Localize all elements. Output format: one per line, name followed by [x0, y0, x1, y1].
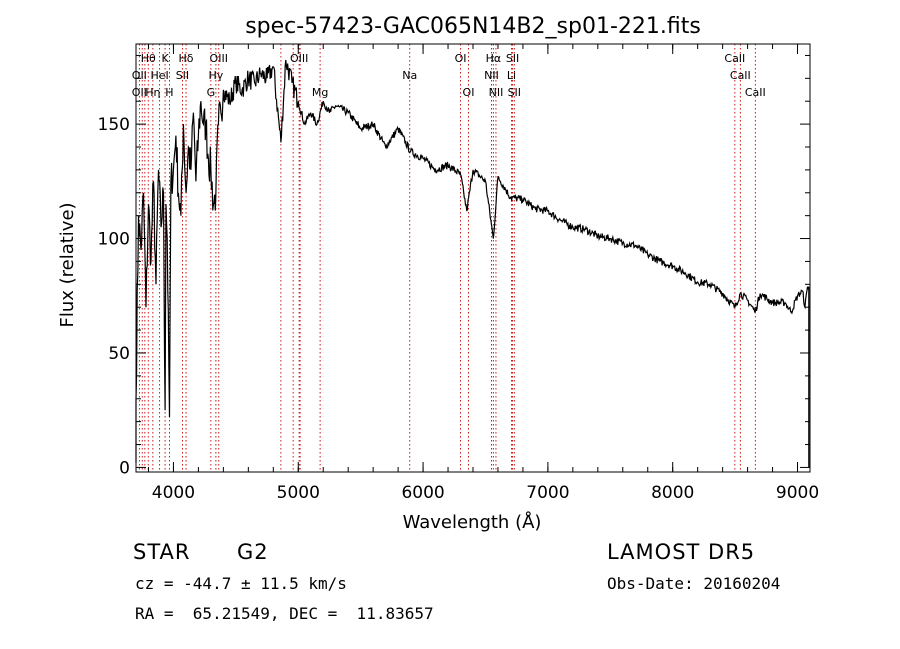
y-axis-ticks: 0 50 100 150 — [98, 54, 810, 478]
plot-frame — [135, 43, 811, 473]
spectral-line-label: SII — [508, 86, 521, 99]
spectral-line-label: Hθ — [141, 52, 156, 65]
spectral-line-labels: HθOIIOIIHηKHeIHHδSIIOIIIHγGOIIIMgNaOIOIH… — [132, 52, 766, 99]
x-tick-label: 9000 — [776, 483, 819, 503]
x-tick-label: 8000 — [651, 483, 694, 503]
spectral-line-label: G — [207, 86, 216, 99]
spectral-line-label: NII — [489, 86, 504, 99]
spectral-line-label: CaII — [724, 52, 745, 65]
spectral-line-label: OI — [463, 86, 475, 99]
spectral-line-label: Hγ — [208, 69, 223, 82]
spectral-line-label: CaII — [745, 86, 766, 99]
spectral-line-label: Hη — [145, 86, 160, 99]
y-tick-label: 50 — [108, 344, 130, 364]
spectral-line-label: Li — [507, 69, 516, 82]
spectrum-line — [135, 59, 810, 468]
x-axis-ticks: 4000 5000 6000 7000 8000 9000 — [147, 44, 819, 503]
spectral-line-label: Mg — [312, 86, 328, 99]
spectral-line-label: HeI — [150, 69, 168, 82]
spectral-line-label: NII — [484, 69, 499, 82]
spectral-line-markers — [138, 44, 756, 472]
x-tick-label: 7000 — [526, 483, 569, 503]
spectral-line-label: OI — [455, 52, 467, 65]
chart-title: spec-57423-GAC065N14B2_sp01-221.fits — [245, 14, 701, 39]
x-axis-label: Wavelength (Å) — [403, 511, 542, 533]
object-type: STAR — [133, 540, 191, 564]
y-tick-label: 100 — [98, 230, 130, 250]
survey-name: LAMOST DR5 — [607, 540, 756, 564]
coordinates: RA = 65.21549, DEC = 11.83657 — [135, 604, 434, 623]
redshift-velocity: cz = -44.7 ± 11.5 km/s — [135, 574, 347, 593]
spectral-line-label: H — [165, 86, 173, 99]
observation-date: Obs-Date: 20160204 — [607, 574, 781, 593]
spectral-line-label: SII — [506, 52, 519, 65]
y-axis-label: Flux (relative) — [57, 202, 78, 327]
x-tick-label: 4000 — [152, 483, 195, 503]
spectral-line-label: OIII — [210, 52, 228, 65]
spectral-line-label: Na — [402, 69, 417, 82]
x-tick-label: 6000 — [401, 483, 444, 503]
spectral-line-label: Hδ — [179, 52, 194, 65]
spectral-line-label: OII — [132, 69, 147, 82]
spectral-line-label: SII — [176, 69, 189, 82]
y-tick-label: 0 — [119, 458, 130, 478]
x-tick-label: 5000 — [277, 483, 320, 503]
spectral-line-label: OIII — [290, 52, 308, 65]
spectral-line-label: CaII — [730, 69, 751, 82]
spectral-line-label: Hα — [486, 52, 502, 65]
spectral-line-label: K — [161, 52, 169, 65]
y-tick-label: 150 — [98, 115, 130, 135]
subclass: G2 — [237, 540, 269, 564]
